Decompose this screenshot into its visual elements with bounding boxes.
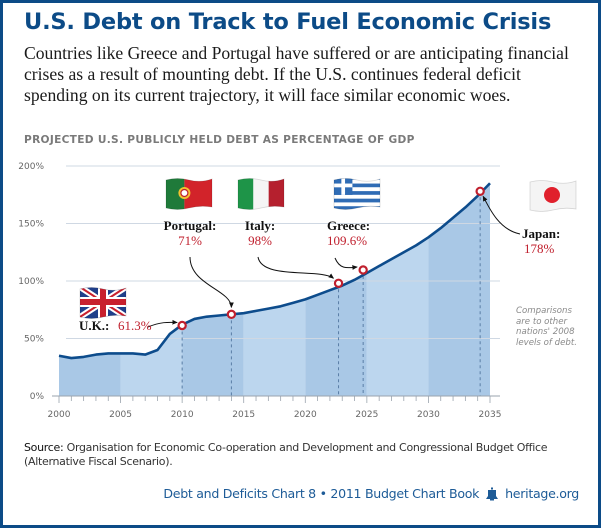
subtitle: Countries like Greece and Portugal have … bbox=[24, 43, 569, 105]
italy-flag-outline bbox=[237, 178, 285, 210]
credit-text: Debt and Deficits Chart 8 • 2011 Budget … bbox=[163, 486, 480, 501]
annotation-value: 109.6% bbox=[327, 233, 367, 248]
site-link[interactable]: heritage.org bbox=[505, 486, 579, 501]
annotation-label: Greece: bbox=[327, 218, 370, 233]
x-tick-label: 2000 bbox=[48, 410, 71, 420]
area-band bbox=[59, 183, 121, 396]
y-tick-label: 200% bbox=[18, 162, 44, 172]
x-tick-label: 2015 bbox=[232, 410, 255, 420]
data-marker bbox=[475, 186, 485, 196]
source-body: Organisation for Economic Co-operation a… bbox=[24, 441, 548, 468]
annotation-arrow bbox=[257, 256, 335, 279]
annotation-value: 178% bbox=[524, 241, 555, 256]
annotation-value: 61.3% bbox=[118, 318, 152, 333]
data-marker bbox=[177, 320, 187, 331]
x-tick-label: 2020 bbox=[294, 410, 317, 420]
annotation-label: U.K.: bbox=[79, 318, 109, 333]
annotation-value: 71% bbox=[178, 233, 202, 248]
source-text: Source: Organisation for Economic Co-ope… bbox=[24, 441, 584, 469]
annotation-label: Japan: bbox=[522, 226, 560, 241]
portugal-flag-outline bbox=[165, 178, 213, 210]
annotation-arrow bbox=[189, 256, 234, 308]
annotation-label: Italy: bbox=[245, 218, 275, 233]
japan-flag-outline bbox=[529, 180, 577, 212]
y-tick-label: 150% bbox=[18, 220, 44, 230]
x-tick-label: 2005 bbox=[109, 410, 132, 420]
annotation-arrow bbox=[334, 257, 358, 270]
liberty-bell-icon bbox=[486, 487, 499, 500]
debt-chart: 0% 50% 100% 150% 200% 2000 2005 2010 2015 2020 202… bbox=[18, 162, 577, 420]
uk-flag bbox=[80, 287, 126, 319]
x-tick-label: 2010 bbox=[171, 410, 194, 420]
annotation-label: Portugal: bbox=[164, 218, 217, 233]
y-tick-label: 50% bbox=[24, 335, 44, 345]
footer-credit: Debt and Deficits Chart 8 • 2011 Budget … bbox=[163, 486, 579, 501]
debt-line bbox=[58, 182, 491, 360]
page-title: U.S. Debt on Track to Fuel Economic Cris… bbox=[24, 9, 552, 35]
data-marker bbox=[333, 278, 344, 288]
data-marker bbox=[226, 309, 237, 320]
data-marker bbox=[358, 265, 368, 275]
chart-title: PROJECTED U.S. PUBLICLY HELD DEBT AS PER… bbox=[24, 134, 415, 146]
portugal-flag bbox=[166, 178, 212, 210]
annotation-arrow bbox=[147, 319, 178, 328]
comparison-note: Comparisons are to other nations' 2008 l… bbox=[516, 306, 577, 348]
italy-flag bbox=[238, 178, 284, 210]
greece-flag-outline bbox=[333, 178, 381, 210]
x-tick-label: 2030 bbox=[417, 410, 440, 420]
uk-flag-outline bbox=[79, 287, 127, 319]
source-label: Source: bbox=[24, 441, 64, 454]
x-tick-label: 2035 bbox=[479, 410, 502, 420]
y-tick-label: 100% bbox=[18, 277, 44, 287]
annotation-arrow bbox=[482, 195, 521, 235]
annotation-value: 98% bbox=[248, 233, 272, 248]
y-tick-label: 0% bbox=[30, 392, 45, 402]
japan-flag bbox=[530, 180, 576, 212]
x-tick-label: 2025 bbox=[355, 410, 378, 420]
